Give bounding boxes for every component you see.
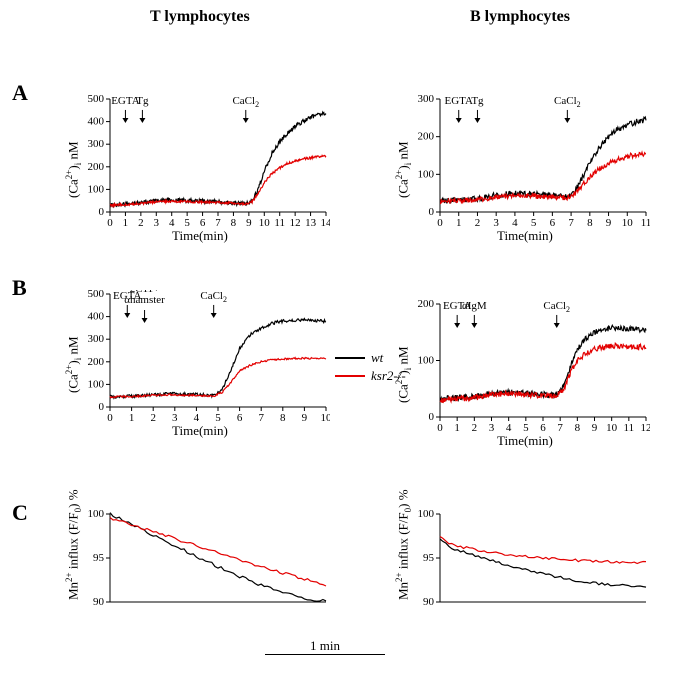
svg-text:200: 200 <box>88 356 105 368</box>
svg-text:12: 12 <box>641 422 651 434</box>
svg-text:1: 1 <box>456 217 462 229</box>
svg-text:9: 9 <box>302 412 308 424</box>
svg-text:90: 90 <box>93 596 105 608</box>
svg-text:8: 8 <box>575 422 581 434</box>
row-label-b: B <box>12 275 27 301</box>
legend-swatch-ko <box>335 375 365 377</box>
svg-text:CaCl2: CaCl2 <box>543 300 570 314</box>
svg-text:2: 2 <box>472 422 478 434</box>
svg-text:100: 100 <box>418 355 435 367</box>
svg-text:0: 0 <box>107 217 113 229</box>
panel-c-left: 9095100Mn2+ influx (F/F0) % <box>70 510 330 630</box>
svg-text:8: 8 <box>587 217 593 229</box>
svg-text:0: 0 <box>429 411 435 423</box>
svg-text:0: 0 <box>437 217 443 229</box>
svg-text:100: 100 <box>88 510 105 520</box>
legend-label-wt: wt <box>371 350 383 366</box>
svg-text:10: 10 <box>259 217 271 229</box>
svg-text:Tg: Tg <box>471 95 484 107</box>
svg-text:95: 95 <box>423 552 435 564</box>
svg-text:0: 0 <box>99 401 105 413</box>
panel-a-right: 010020030001234567891011EGTATgCaCl2 (Ca2… <box>400 95 650 240</box>
svg-text:100: 100 <box>418 168 435 180</box>
panel-c-right: 9095100Mn2+ influx (F/F0) % <box>400 510 650 630</box>
svg-text:100: 100 <box>88 183 105 195</box>
svg-text:500: 500 <box>88 290 105 300</box>
svg-text:14: 14 <box>321 217 331 229</box>
panel-b-left: 0100200300400500012345678910EGTA2C11+αha… <box>70 290 330 435</box>
svg-text:Tg: Tg <box>136 95 149 107</box>
svg-text:10: 10 <box>606 422 618 434</box>
row-label-c: C <box>12 500 28 526</box>
svg-text:0: 0 <box>437 422 443 434</box>
svg-text:6: 6 <box>237 412 243 424</box>
svg-text:300: 300 <box>418 95 435 105</box>
svg-text:95: 95 <box>93 552 105 564</box>
svg-text:200: 200 <box>88 161 105 173</box>
svg-text:CaCl2: CaCl2 <box>232 95 259 109</box>
svg-text:13: 13 <box>305 217 317 229</box>
legend-swatch-wt <box>335 357 365 359</box>
svg-text:11: 11 <box>641 217 650 229</box>
svg-text:300: 300 <box>88 138 105 150</box>
svg-text:2: 2 <box>475 217 481 229</box>
svg-text:400: 400 <box>88 311 105 323</box>
svg-text:9: 9 <box>246 217 252 229</box>
svg-text:200: 200 <box>418 131 435 143</box>
svg-text:11: 11 <box>624 422 635 434</box>
svg-text:90: 90 <box>423 596 435 608</box>
svg-text:7: 7 <box>568 217 574 229</box>
svg-text:0: 0 <box>99 206 105 218</box>
svg-text:CaCl2: CaCl2 <box>200 290 227 304</box>
panel-b-right: 01002000123456789101112EGTAαIgMCaCl2 (Ca… <box>400 300 650 445</box>
svg-text:EGTA: EGTA <box>445 95 474 107</box>
svg-text:1: 1 <box>123 217 129 229</box>
svg-text:9: 9 <box>606 217 612 229</box>
svg-text:8: 8 <box>231 217 237 229</box>
scale-bar: 1 min <box>265 638 385 655</box>
svg-text:0: 0 <box>429 206 435 218</box>
svg-text:200: 200 <box>418 300 435 310</box>
svg-text:10: 10 <box>622 217 634 229</box>
scale-bar-line <box>265 654 385 655</box>
svg-text:300: 300 <box>88 333 105 345</box>
svg-text:3: 3 <box>154 217 160 229</box>
row-label-a: A <box>12 80 28 106</box>
scale-bar-label: 1 min <box>265 638 385 654</box>
svg-text:500: 500 <box>88 95 105 105</box>
svg-text:9: 9 <box>592 422 598 434</box>
svg-text:100: 100 <box>418 510 435 520</box>
svg-text:αhamster: αhamster <box>124 294 165 306</box>
svg-text:12: 12 <box>290 217 301 229</box>
svg-text:10: 10 <box>321 412 331 424</box>
svg-text:7: 7 <box>258 412 264 424</box>
col-header-right: B lymphocytes <box>470 8 570 26</box>
svg-text:100: 100 <box>88 378 105 390</box>
svg-text:αIgM: αIgM <box>462 300 487 312</box>
svg-text:7: 7 <box>557 422 563 434</box>
svg-text:2: 2 <box>138 217 144 229</box>
svg-text:CaCl2: CaCl2 <box>554 95 581 109</box>
panel-a-left: 010020030040050001234567891011121314EGTA… <box>70 95 330 240</box>
svg-text:11: 11 <box>274 217 285 229</box>
svg-text:400: 400 <box>88 116 105 128</box>
svg-text:2: 2 <box>150 412 156 424</box>
col-header-left: T lymphocytes <box>150 8 250 26</box>
svg-text:0: 0 <box>107 412 113 424</box>
svg-text:1: 1 <box>454 422 460 434</box>
svg-text:3: 3 <box>489 422 495 434</box>
svg-text:1: 1 <box>129 412 135 424</box>
svg-text:8: 8 <box>280 412 286 424</box>
